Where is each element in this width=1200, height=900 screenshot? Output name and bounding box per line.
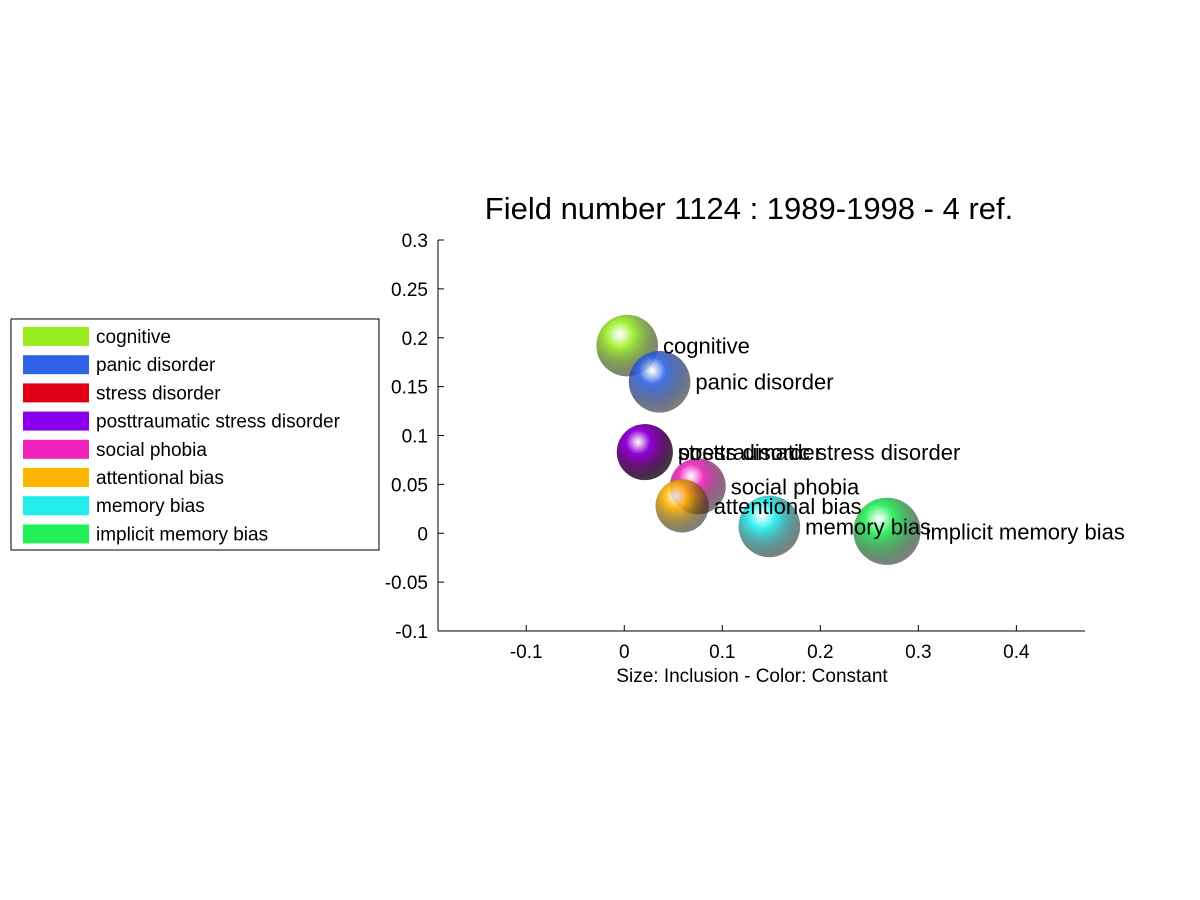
legend-entry: social phobia xyxy=(96,440,207,461)
legend-swatch xyxy=(23,468,89,487)
legend-entry: attentional bias xyxy=(96,468,224,489)
legend-swatch xyxy=(23,439,89,459)
y-tick-label: -0.05 xyxy=(385,573,428,594)
point-label: cognitive xyxy=(663,334,750,359)
y-tick-label: 0.05 xyxy=(391,475,428,496)
bubbles xyxy=(596,314,921,565)
legend-entry: implicit memory bias xyxy=(96,524,268,545)
bubble-attentional-bias xyxy=(655,479,709,533)
axes: -0.1 -0.05 0 0.05 0.1 0.15 0.2 0.25 0.3 -0.1 0 0.1 0… xyxy=(385,231,1085,663)
y-tick-label: 0.15 xyxy=(391,378,428,399)
legend-swatch xyxy=(23,327,89,346)
point-labels: cognitive panic disorder stress disorderpo… xyxy=(663,334,1125,545)
legend-entry: panic disorder xyxy=(96,355,216,376)
point-label: attentional bias xyxy=(714,494,862,519)
y-tick-label: 0.2 xyxy=(402,329,428,350)
point-label: posttraumatic stress disorder xyxy=(678,440,960,465)
bubble-posttraumatic-stress-disorder xyxy=(616,424,673,481)
legend: cognitive panic disorder stress disorder po… xyxy=(10,318,380,551)
point-label: panic disorder xyxy=(695,370,833,395)
legend-entry: memory bias xyxy=(96,496,205,517)
point-label: memory bias xyxy=(805,514,931,539)
bubble-implicit-memory-bias xyxy=(853,497,921,565)
x-axis-label: Size: Inclusion - Color: Constant xyxy=(616,666,888,687)
x-tick-label: 0.3 xyxy=(905,642,931,663)
x-tick-label: 0.2 xyxy=(807,642,833,663)
y-tick-label: 0.25 xyxy=(391,280,428,301)
legend-entry: stress disorder xyxy=(96,383,221,404)
legend-swatch xyxy=(23,383,89,403)
legend-entry: cognitive xyxy=(96,327,171,348)
x-tick-label: 0.1 xyxy=(709,642,735,663)
legend-swatch xyxy=(23,496,89,516)
point-label: implicit memory bias xyxy=(926,519,1125,544)
x-tick-label: 0 xyxy=(619,642,630,663)
y-tick-label: 0 xyxy=(417,524,428,545)
y-tick-label: 0.1 xyxy=(402,427,428,448)
x-tick-label: -0.1 xyxy=(510,642,543,663)
legend-swatch xyxy=(23,355,89,375)
legend-swatch xyxy=(23,524,89,544)
legend-swatch xyxy=(23,411,89,431)
legend-entry: posttraumatic stress disorder xyxy=(96,412,341,433)
point-label: stress disorder xyxy=(678,440,822,465)
point-label: social phobia xyxy=(731,474,860,499)
bubble-memory-bias xyxy=(738,495,801,558)
x-tick-label: 0.4 xyxy=(1003,642,1030,663)
chart-title: Field number 1124 : 1989-1998 - 4 ref. xyxy=(485,191,1013,226)
bubble-panic-disorder xyxy=(628,350,691,413)
y-tick-label: 0.3 xyxy=(402,231,428,252)
y-tick-label: -0.1 xyxy=(395,622,428,643)
